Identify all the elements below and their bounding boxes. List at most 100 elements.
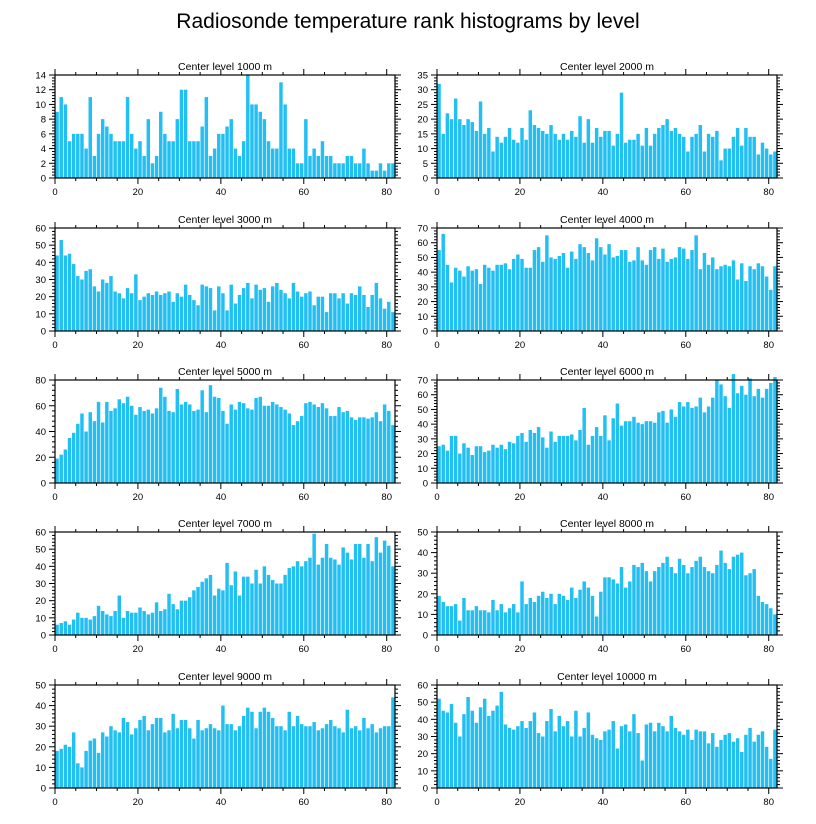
histogram-bar [474, 606, 479, 635]
y-tick-label: 40 [417, 715, 428, 726]
histogram-bar [632, 416, 636, 483]
histogram-bar [287, 711, 291, 788]
histogram-bar [711, 136, 715, 178]
y-tick-label: 10 [417, 464, 428, 475]
histogram-bar [669, 409, 673, 483]
histogram-bar [374, 282, 379, 331]
histogram-bar [453, 267, 458, 331]
y-tick-label: 12 [35, 85, 46, 96]
histogram-bar [727, 569, 732, 635]
histogram-bar [241, 715, 246, 788]
histogram-bar [648, 722, 653, 788]
histogram-bar [445, 113, 450, 178]
histogram-bar [561, 726, 566, 788]
histogram-bar [366, 728, 370, 788]
x-tick-label: 20 [515, 340, 526, 351]
histogram-bar [723, 734, 727, 788]
histogram-bar [487, 612, 491, 635]
histogram-bar [129, 405, 134, 483]
histogram-bar [536, 127, 541, 178]
histogram-bar [561, 595, 566, 635]
histogram-bar [208, 724, 213, 788]
histogram-bar [557, 435, 562, 483]
histogram-bar [557, 593, 562, 635]
histogram-bar [295, 163, 300, 178]
histogram-bar [55, 111, 59, 178]
histogram-bar [241, 288, 246, 331]
x-tick-label: 40 [598, 187, 609, 198]
histogram-bar [603, 415, 607, 483]
histogram-bar [59, 97, 63, 178]
histogram-bar [391, 163, 395, 178]
histogram-bar [308, 155, 312, 178]
histogram-bar [524, 267, 528, 331]
histogram-bar [731, 556, 736, 635]
histogram-bar [192, 590, 196, 635]
histogram-bar [258, 396, 262, 483]
histogram-bar [561, 253, 566, 331]
histogram-bar [175, 609, 180, 635]
histogram-bar [536, 733, 541, 788]
histogram-bar [204, 412, 209, 483]
histogram-bar [125, 288, 130, 331]
histogram-bar [735, 554, 740, 635]
histogram-bar [561, 133, 566, 178]
histogram-bar [665, 731, 669, 788]
histogram-bar [553, 441, 557, 483]
histogram-bar [221, 410, 225, 483]
histogram-bar [233, 571, 238, 635]
histogram-bar [744, 734, 748, 788]
histogram-bar [516, 142, 520, 178]
histogram-bar [482, 264, 487, 331]
y-tick-label: 20 [417, 749, 428, 760]
histogram-bar [279, 289, 283, 331]
y-tick-label: 25 [417, 100, 428, 111]
histogram-bar [349, 417, 354, 483]
histogram-bar [706, 133, 711, 178]
histogram-bar [735, 279, 740, 331]
panel-10: Center level 10000 m 0 20 40 60 80 0 10 20 30 40 50… [417, 671, 783, 808]
histogram-bar [628, 139, 632, 178]
histogram-bar [146, 730, 151, 788]
histogram-bar [636, 133, 640, 178]
histogram-bar [686, 573, 690, 635]
histogram-bar [578, 589, 582, 635]
histogram-bar [71, 133, 76, 178]
histogram-bar [669, 258, 673, 331]
histogram-bar [541, 261, 545, 331]
histogram-bar [270, 148, 275, 178]
histogram-bar [644, 264, 649, 331]
histogram-bar [462, 276, 466, 331]
histogram-bar [316, 564, 321, 635]
histogram-bar [55, 624, 59, 635]
histogram-bar [233, 148, 238, 178]
histogram-bar [167, 291, 171, 331]
histogram-bar [578, 116, 582, 178]
histogram-bar [453, 604, 458, 635]
y-tick-label: 20 [35, 742, 46, 753]
x-tick-label: 20 [133, 340, 144, 351]
histogram-bar [607, 244, 611, 331]
histogram-bar [192, 300, 196, 331]
histogram-bar [748, 266, 752, 331]
histogram-bar [100, 610, 105, 635]
histogram-bar [681, 406, 686, 483]
panel-title: Center level 4000 m [560, 214, 654, 226]
histogram-bar [557, 139, 562, 178]
histogram-bar [628, 581, 632, 635]
histogram-bar [229, 284, 233, 331]
histogram-bar [100, 732, 105, 788]
histogram-bar [449, 435, 454, 483]
histogram-bar [495, 447, 499, 483]
histogram-bar [229, 724, 233, 788]
histogram-bar [652, 571, 657, 635]
x-tick-label: 80 [381, 340, 392, 351]
histogram-bar [711, 397, 715, 483]
histogram-bar [370, 561, 374, 635]
histogram-bar [499, 264, 503, 331]
histogram-bar [378, 728, 383, 788]
y-tick-label: 50 [417, 405, 428, 416]
histogram-bar [474, 130, 479, 178]
histogram-bar [254, 569, 258, 635]
histogram-bar [154, 291, 159, 331]
